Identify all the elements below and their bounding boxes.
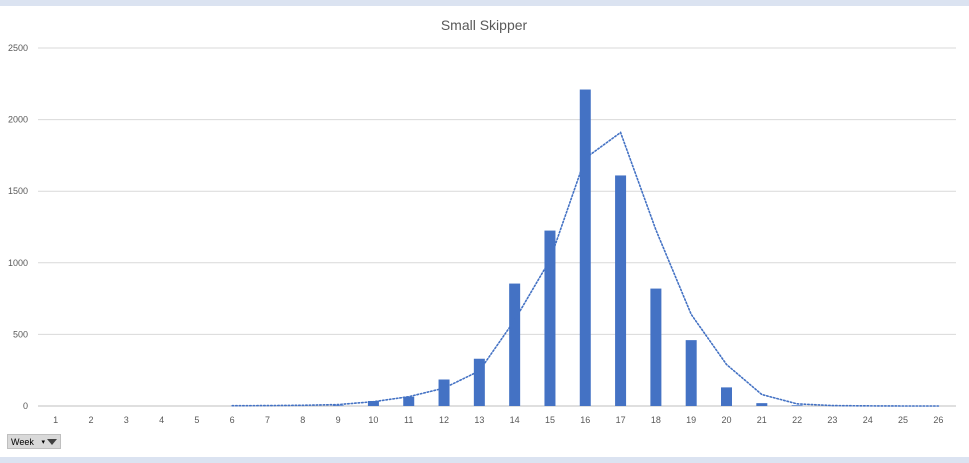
x-tick-label: 9	[336, 415, 341, 425]
top-band	[0, 0, 969, 6]
x-tick-label: 23	[827, 415, 837, 425]
bar	[473, 358, 485, 406]
x-tick-label: 8	[300, 415, 305, 425]
bar	[544, 230, 556, 406]
x-tick-label: 24	[863, 415, 873, 425]
y-tick-label: 2500	[8, 43, 28, 53]
x-tick-label: 13	[474, 415, 484, 425]
bar	[403, 396, 415, 406]
x-tick-label: 16	[580, 415, 590, 425]
y-tick-label: 1000	[8, 258, 28, 268]
chart-title: Small Skipper	[441, 17, 528, 33]
x-tick-label: 22	[792, 415, 802, 425]
bar	[438, 379, 450, 406]
bar	[721, 387, 732, 406]
bar	[332, 405, 344, 406]
x-tick-label: 20	[721, 415, 731, 425]
bar	[650, 288, 662, 406]
x-tick-label: 7	[265, 415, 270, 425]
bar	[685, 340, 697, 406]
gridlines	[38, 47, 956, 407]
filter-icon	[47, 438, 57, 445]
y-tick-label: 500	[13, 329, 28, 339]
x-tick-label: 25	[898, 415, 908, 425]
x-tick-label: 19	[686, 415, 696, 425]
bottom-band	[0, 457, 969, 463]
x-axis-ticks: 1 2 3 4 5 6 7 8 9 10 11 12 13 14 15 16 17 18 19 20 21 22 23 24 2…	[53, 415, 943, 425]
x-tick-label: 11	[404, 415, 413, 425]
x-tick-label: 21	[757, 415, 767, 425]
x-tick-label: 10	[368, 415, 378, 425]
x-tick-label: 4	[159, 415, 164, 425]
x-tick-label: 18	[651, 415, 661, 425]
y-axis-ticks: 0 500 1000 1500 2000 2500	[8, 43, 28, 411]
trendline-path	[231, 131, 940, 407]
x-tick-label: 26	[933, 415, 943, 425]
week-field-button[interactable]: Week ▾	[7, 434, 61, 449]
x-tick-label: 12	[439, 415, 449, 425]
bar-series	[332, 89, 803, 406]
bar	[579, 89, 591, 406]
x-tick-label: 14	[510, 415, 520, 425]
bar	[791, 405, 803, 406]
x-tick-label: 2	[88, 415, 93, 425]
x-tick-label: 1	[53, 415, 58, 425]
x-tick-label: 6	[230, 415, 235, 425]
x-tick-label: 3	[124, 415, 129, 425]
bar	[615, 175, 627, 406]
bar	[509, 283, 521, 406]
y-tick-label: 2000	[8, 115, 28, 125]
bar	[367, 400, 379, 406]
y-tick-label: 0	[23, 401, 28, 411]
x-tick-label: 15	[545, 415, 555, 425]
bar	[756, 403, 768, 406]
chevron-down-icon: ▾	[41, 438, 45, 446]
x-tick-label: 5	[194, 415, 199, 425]
trendline	[231, 131, 940, 407]
week-field-label: Week	[11, 436, 34, 447]
y-tick-label: 1500	[8, 186, 28, 196]
x-tick-label: 17	[616, 415, 626, 425]
